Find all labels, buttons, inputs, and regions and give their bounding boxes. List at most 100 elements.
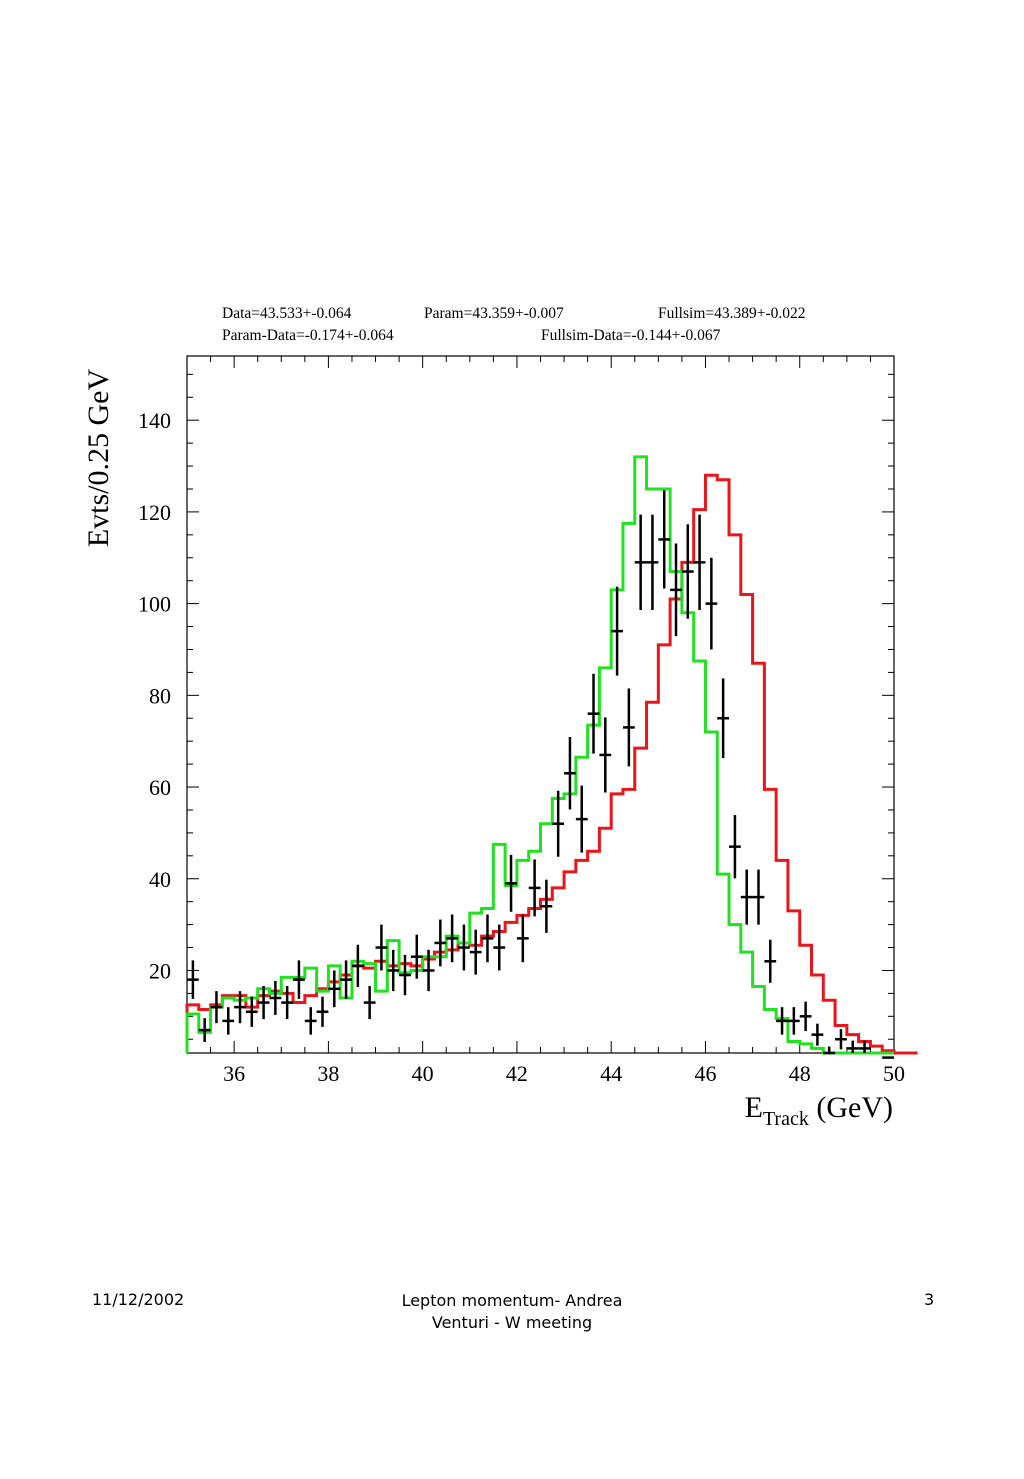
data-point bbox=[481, 914, 494, 963]
data-point bbox=[328, 970, 341, 1008]
data-point bbox=[634, 514, 647, 611]
data-point bbox=[540, 879, 553, 933]
data-point bbox=[281, 986, 294, 1020]
fullsim-histogram-line bbox=[185, 455, 894, 1055]
y-tick-labels: 20 40 60 80 100 120 140 bbox=[138, 408, 171, 983]
data-point bbox=[740, 869, 753, 925]
data-point bbox=[587, 673, 600, 754]
data-point bbox=[516, 914, 529, 963]
data-point bbox=[210, 991, 223, 1024]
data-point bbox=[681, 524, 694, 619]
x-axis-title-unit: (GeV) bbox=[816, 1091, 893, 1124]
data-point bbox=[387, 949, 400, 992]
x-tick-labels: 36 38 40 42 44 46 48 50 bbox=[223, 1061, 905, 1086]
stat-param-minus-data: Param-Data=-0.174+-0.064 bbox=[222, 327, 394, 344]
data-point bbox=[575, 785, 588, 853]
axis-ticks bbox=[186, 356, 895, 1053]
data-point bbox=[187, 960, 199, 999]
data-point bbox=[622, 688, 635, 767]
data-point bbox=[552, 790, 565, 857]
y-tick-label: 120 bbox=[138, 500, 171, 525]
data-point bbox=[752, 869, 765, 925]
data-point bbox=[846, 1040, 859, 1053]
data-point bbox=[375, 924, 388, 971]
data-point bbox=[410, 934, 423, 979]
data-point bbox=[316, 996, 329, 1027]
data-point bbox=[269, 981, 282, 1015]
x-tick-label: 42 bbox=[506, 1061, 528, 1086]
stat-param: Param=43.359+-0.007 bbox=[424, 305, 564, 322]
x-axis-title: ETrack (GeV) bbox=[745, 1091, 893, 1130]
data-point bbox=[611, 586, 623, 676]
x-tick-label: 38 bbox=[317, 1061, 339, 1086]
data-point bbox=[257, 986, 270, 1020]
data-point bbox=[882, 1056, 894, 1059]
data-point bbox=[304, 1007, 317, 1035]
param-histogram bbox=[185, 473, 918, 1055]
data-point bbox=[646, 514, 659, 611]
data-point bbox=[858, 1040, 871, 1053]
data-point bbox=[599, 717, 612, 793]
plot-frame bbox=[186, 355, 895, 1054]
stat-fullsim-minus-data: Fullsim-Data=-0.144+-0.067 bbox=[541, 327, 721, 344]
param-histogram-line bbox=[185, 473, 918, 1055]
data-point bbox=[729, 815, 741, 879]
data-point bbox=[399, 954, 411, 996]
data-point bbox=[776, 1007, 788, 1035]
x-tick-label: 40 bbox=[412, 1061, 434, 1086]
footer-date: 11/12/2002 bbox=[92, 1290, 185, 1309]
data-point bbox=[823, 1046, 836, 1055]
data-points bbox=[187, 490, 894, 1059]
data-point bbox=[234, 991, 246, 1024]
x-axis-title-spacer bbox=[809, 1091, 817, 1124]
page-number: 3 bbox=[924, 1290, 935, 1309]
footer-title: Lepton momentum- Andrea Venturi - W meet… bbox=[360, 1290, 664, 1334]
data-point bbox=[458, 924, 470, 971]
y-tick-label: 140 bbox=[138, 408, 171, 433]
data-point bbox=[446, 914, 459, 963]
data-point bbox=[222, 1007, 235, 1035]
y-tick-label: 100 bbox=[138, 592, 171, 617]
fullsim-histogram bbox=[185, 455, 894, 1055]
data-point bbox=[505, 854, 517, 912]
x-tick-label: 50 bbox=[883, 1061, 905, 1086]
x-tick-label: 48 bbox=[789, 1061, 811, 1086]
stat-data: Data=43.533+-0.064 bbox=[222, 305, 352, 322]
data-point bbox=[835, 1029, 847, 1050]
data-point bbox=[198, 1018, 211, 1042]
data-point bbox=[293, 960, 305, 999]
y-axis-title: Evts/0.25 GeV bbox=[82, 369, 115, 548]
data-point bbox=[340, 960, 352, 999]
x-axis-title-main: E bbox=[745, 1091, 763, 1124]
x-tick-label: 36 bbox=[223, 1061, 245, 1086]
data-point bbox=[693, 514, 706, 611]
data-point bbox=[469, 929, 482, 975]
data-point bbox=[658, 490, 671, 589]
y-tick-label: 60 bbox=[149, 775, 171, 800]
data-point bbox=[764, 939, 777, 983]
data-point bbox=[811, 1023, 824, 1046]
footer-title-line1: Lepton momentum- Andrea bbox=[401, 1291, 623, 1310]
data-point bbox=[787, 1007, 800, 1035]
y-tick-label: 40 bbox=[149, 867, 171, 892]
data-point bbox=[705, 557, 718, 650]
x-axis-title-sub: Track bbox=[763, 1108, 809, 1130]
data-point bbox=[363, 986, 376, 1020]
data-point bbox=[245, 996, 258, 1027]
x-tick-label: 44 bbox=[600, 1061, 622, 1086]
data-point bbox=[717, 678, 730, 759]
data-point bbox=[528, 859, 541, 917]
data-point bbox=[422, 949, 435, 992]
data-point bbox=[670, 543, 682, 637]
x-tick-label: 46 bbox=[694, 1061, 716, 1086]
data-point bbox=[799, 1001, 812, 1031]
data-point bbox=[493, 924, 506, 971]
data-point bbox=[564, 737, 576, 810]
y-tick-label: 80 bbox=[149, 683, 171, 708]
y-tick-label: 20 bbox=[149, 958, 171, 983]
stat-fullsim: Fullsim=43.389+-0.022 bbox=[658, 305, 806, 322]
data-point bbox=[351, 944, 364, 987]
data-point bbox=[434, 919, 447, 967]
footer-title-line2: Venturi - W meeting bbox=[431, 1313, 593, 1332]
